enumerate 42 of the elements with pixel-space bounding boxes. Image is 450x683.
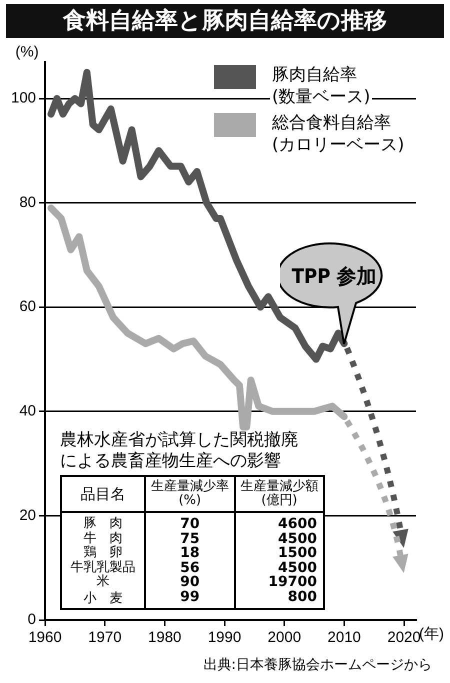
x-tick-label: 2000	[268, 629, 302, 646]
x-axis-title: (年)	[419, 626, 444, 643]
data-label: 75	[145, 530, 235, 546]
category-label: 豚 肉	[61, 512, 146, 532]
data-label: 18	[145, 545, 235, 561]
x-tick-label: 1960	[28, 629, 62, 646]
text: 農林水産省が試算した関税撤廃による農畜産物生産への影響	[60, 430, 299, 472]
text: 生産量減少額 (億円)	[234, 476, 324, 512]
y-axis-title: (%)	[15, 44, 39, 61]
data-label: 99	[145, 588, 235, 609]
source-note: 出典:日本養豚協会ホームページから	[203, 656, 432, 674]
x-tick-label: 1970	[88, 629, 122, 646]
series-label: 生産量減少率 (%)	[145, 476, 235, 512]
y-tick-label: 20	[19, 506, 36, 524]
data-label: 800	[234, 588, 324, 609]
y-tick-label: 60	[19, 298, 36, 316]
y-tick-label: 40	[19, 402, 36, 420]
legend-label: 豚肉自給率 (数量ベース)	[270, 64, 372, 108]
chart-title: 食料自給率と豚肉自給率の推移	[6, 4, 444, 38]
data-label: 4500	[234, 560, 324, 576]
x-tick-label: 1990	[208, 629, 242, 646]
data-label: 4500	[234, 530, 324, 546]
legend-label: 総合食料自給率 (カロリーベース)	[270, 112, 406, 156]
annotation: TPP 参加	[290, 262, 378, 290]
category-label: 米	[61, 574, 146, 590]
data-label: 4600	[234, 512, 324, 532]
category-label: 鶏 卵	[61, 545, 146, 560]
text: 品目名	[61, 476, 146, 512]
x-tick-label: 1980	[148, 629, 182, 646]
x-tick-label: 2020	[387, 629, 421, 646]
x-tick-label: 2010	[328, 629, 361, 646]
data-label: 56	[145, 560, 235, 576]
y-tick-label: 0	[28, 611, 36, 628]
y-tick-label: 100	[10, 90, 36, 107]
data-label: 19700	[234, 574, 324, 590]
category-label: 小 麦	[61, 590, 146, 609]
data-label: 70	[145, 512, 235, 532]
data-label: 90	[145, 574, 235, 590]
y-tick-label: 80	[19, 194, 36, 211]
data-label: 1500	[234, 545, 324, 561]
category-label: 牛 肉	[61, 530, 146, 546]
category-label: 牛乳乳製品	[61, 560, 146, 575]
